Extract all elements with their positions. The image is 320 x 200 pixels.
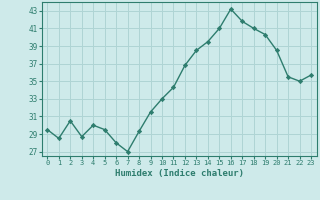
- X-axis label: Humidex (Indice chaleur): Humidex (Indice chaleur): [115, 169, 244, 178]
